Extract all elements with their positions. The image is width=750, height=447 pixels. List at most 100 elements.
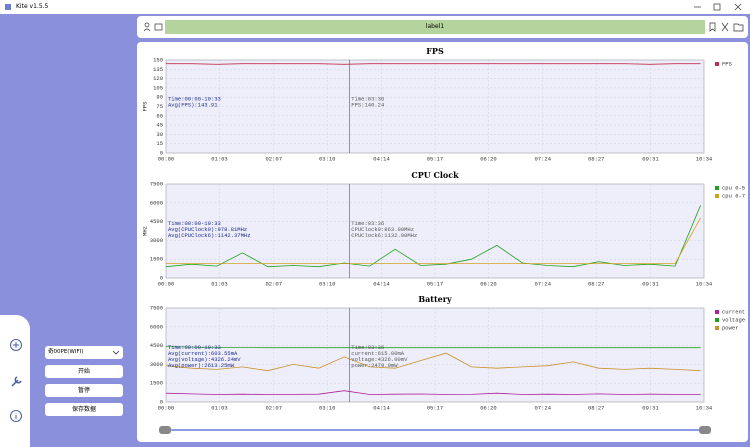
y-tick-label: 60 (156, 112, 163, 119)
x-tick-label: 06:20 (480, 404, 497, 411)
x-tick-label: 01:03 (211, 280, 228, 287)
plot-area (165, 183, 705, 279)
x-tick-label: 00:00 (158, 155, 175, 162)
x-tick-label: 02:07 (266, 404, 283, 411)
y-tick-label: 7500 (150, 180, 163, 187)
plot-area (165, 307, 705, 403)
annotation: Avg(power):2613.25mW (168, 362, 235, 369)
add-icon-plus (13, 342, 19, 348)
series-line (165, 352, 701, 372)
annotation: Avg(FPS):143.91 (168, 102, 218, 109)
legend-label: FPS (722, 60, 733, 67)
label-bar: label1 (165, 20, 705, 34)
scissors-icon[interactable] (721, 22, 729, 32)
device-name: 奇00PE(WIFI) (48, 349, 84, 355)
cursor-annotation: power:2479.9mW (351, 362, 398, 369)
cursor-annotation: Time:03:36 (351, 344, 384, 351)
settings-icon[interactable] (11, 376, 22, 387)
x-tick-label: 09:31 (642, 404, 659, 411)
x-tick-label: 10:34 (696, 155, 713, 162)
y-tick-label: 90 (156, 94, 163, 101)
y-tick-label: 4500 (150, 218, 163, 225)
series-line (165, 390, 701, 395)
legend-swatch (715, 326, 719, 330)
series-line (166, 63, 701, 65)
x-tick-label: 00:00 (158, 404, 175, 411)
y-axis-label: FPS (141, 101, 148, 112)
button-text: 保存数据 (71, 406, 96, 413)
annotation: Time:00:00-10:33 (168, 344, 221, 351)
add-icon[interactable] (10, 339, 22, 351)
slider-handle-left[interactable] (159, 426, 171, 434)
title-bar: Kite v1.5.5 (0, 0, 750, 14)
x-tick-label: 01:03 (211, 155, 228, 162)
info-icon[interactable] (10, 410, 22, 422)
y-tick-label: 15 (156, 140, 163, 147)
button-text: 开始 (77, 368, 90, 375)
annotation: Time:00:00-10:33 (168, 96, 221, 103)
x-tick-label: 09:31 (642, 155, 659, 162)
label-text: label1 (425, 23, 445, 30)
x-tick-label: 02:07 (266, 155, 283, 162)
x-tick-label: 04:14 (373, 280, 390, 287)
x-tick-label: 03:10 (319, 404, 336, 411)
y-tick-label: 3000 (150, 237, 163, 244)
chart-title: CPU Clock (411, 170, 459, 180)
cursor-annotation: current:615.00mA (351, 350, 405, 357)
maximize-button[interactable] (713, 3, 721, 11)
app-icon (5, 4, 11, 10)
icon-shape (5, 4, 11, 10)
toolbar-right-icons (709, 22, 744, 32)
x-tick-label: 06:20 (480, 155, 497, 162)
y-tick-label: 0 (160, 274, 163, 281)
cursor-annotation: CPUClock6:1132.00MHz (351, 232, 417, 239)
y-tick-label: 6000 (150, 323, 163, 330)
close-button[interactable] (734, 3, 742, 11)
x-tick-label: 07:24 (535, 155, 552, 162)
y-tick-label: 45 (156, 122, 163, 129)
y-tick-label: 75 (156, 103, 163, 110)
legend-swatch (715, 62, 719, 66)
y-tick-label: 0 (160, 149, 163, 156)
window-title: Kite v1.5.5 (16, 3, 49, 10)
y-tick-label: 3000 (150, 361, 163, 368)
chart-title: Battery (418, 294, 452, 304)
x-tick-label: 03:10 (319, 280, 336, 287)
user-icon-body (143, 28, 151, 32)
bookmark-icon[interactable] (709, 22, 716, 32)
x-tick-label: 08:27 (588, 155, 605, 162)
x-tick-label: 04:14 (373, 404, 390, 411)
x-tick-label: 04:14 (373, 155, 390, 162)
button-text: 暂停 (77, 387, 90, 394)
x-tick-label: 10:34 (696, 404, 713, 411)
pause-button[interactable]: 暂停 (45, 384, 123, 397)
cursor-annotation: voltage:4326.00mV (351, 356, 408, 363)
folder-icon[interactable] (733, 23, 744, 32)
x-tick-label: 05:17 (427, 155, 444, 162)
annotation: Avg(CPUClock0):978.81MHz (168, 226, 247, 233)
user-icon[interactable] (144, 22, 150, 28)
y-tick-label: 1500 (150, 256, 163, 263)
x-tick-label: 06:20 (480, 280, 497, 287)
device-select[interactable]: 奇00PE(WIFI) (45, 346, 123, 359)
y-tick-label: 105 (153, 84, 163, 91)
slider-handle-right[interactable] (699, 426, 711, 434)
cursor-annotation: CPUClock0:863.00MHz (351, 226, 414, 233)
save-button[interactable]: 保存数据 (45, 403, 123, 416)
image-icon[interactable] (154, 23, 163, 31)
legend-label: cpu 6-7 (722, 192, 745, 199)
y-tick-label: 6000 (150, 199, 163, 206)
cursor-annotation: Time:03:36 (351, 220, 384, 227)
x-tick-label: 07:24 (535, 404, 552, 411)
x-tick-label: 00:00 (158, 280, 175, 287)
x-tick-label: 05:17 (427, 404, 444, 411)
y-tick-label: 0 (160, 398, 163, 405)
y-tick-label: 120 (153, 75, 163, 82)
x-tick-label: 03:10 (319, 155, 336, 162)
x-tick-label: 09:31 (642, 280, 659, 287)
legend-label: cpu 0-5 (722, 184, 745, 191)
start-button[interactable]: 开始 (45, 365, 123, 378)
series-line (165, 346, 701, 349)
legend-swatch (715, 310, 719, 314)
